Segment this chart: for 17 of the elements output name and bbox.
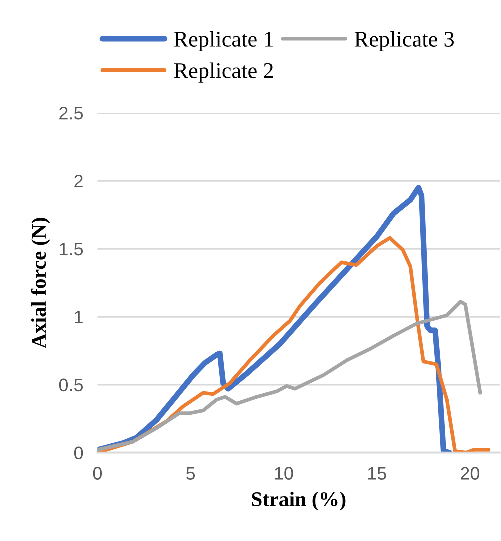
x-tick-label: 15: [368, 467, 386, 480]
y-tick-label: 0.5: [59, 378, 84, 392]
y-tick-label: 2.5: [60, 107, 84, 120]
x-tick-label: 20: [461, 467, 480, 480]
x-tick-label: 0: [93, 467, 102, 480]
y-axis-title: Axial force (N): [31, 218, 50, 348]
legend-label: Replicate 3: [354, 31, 454, 52]
y-tick-label: 0: [74, 446, 84, 460]
legend-label: Replicate 2: [174, 62, 274, 83]
y-tick-label: 2: [74, 174, 83, 188]
x-tick-label: 10: [275, 467, 294, 480]
legend-label: Replicate 1: [174, 31, 273, 52]
line-series: [98, 300, 482, 452]
y-tick-label: 1.5: [60, 243, 84, 256]
x-axis-title: Strain (%): [252, 492, 346, 511]
y-tick-label: 1: [75, 311, 83, 324]
x-tick-label: 5: [186, 467, 196, 480]
